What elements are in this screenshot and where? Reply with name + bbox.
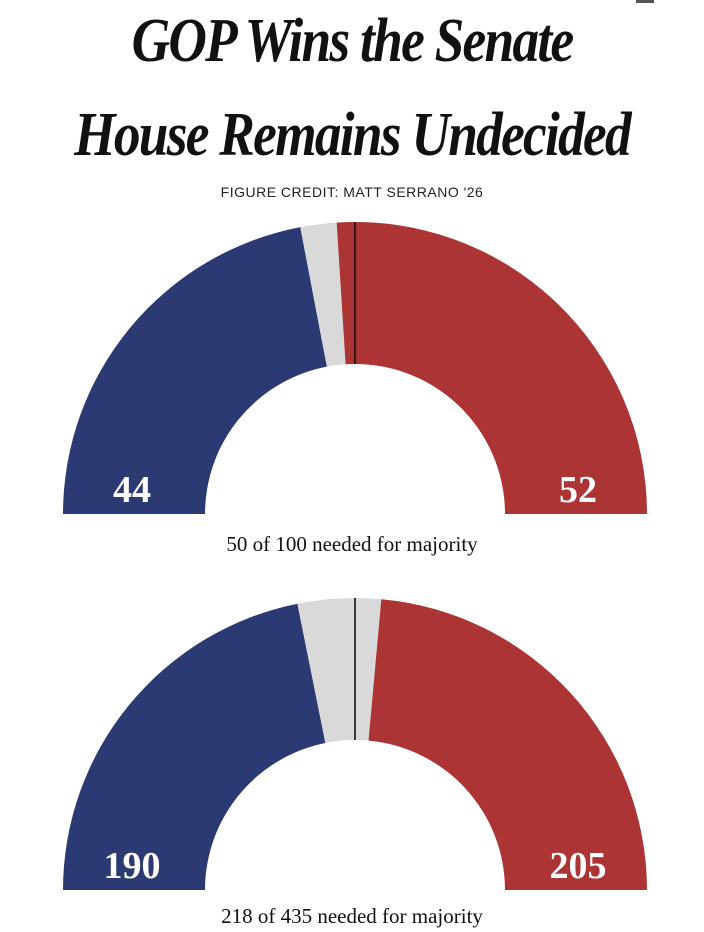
house-democrat-segment [63,603,326,890]
house-republican-segment [368,599,647,890]
headline-senate: GOP Wins the Senate [131,7,575,75]
senate-republican-seat-count: 52 [559,469,597,511]
corner-mark [636,0,654,3]
house-majority-caption: 218 of 435 needed for majority [221,904,483,928]
house-undecided-segment [297,598,382,743]
house-republican-seat-count: 205 [550,845,607,887]
senate-chart: 44 52 [63,222,647,514]
house-democrat-seat-count: 190 [104,845,161,887]
senate-republican-segment [336,222,647,514]
senate-democrat-seat-count: 44 [113,469,151,511]
senate-democrat-segment [63,227,327,514]
senate-undecided-segment [300,222,346,367]
senate-majority-caption: 50 of 100 needed for majority [226,532,478,556]
house-chart: 190 205 [63,598,647,890]
figure-credit: FIGURE CREDIT: MATT SERRANO '26 [220,184,484,200]
headline-house: House Remains Undecided [74,101,632,169]
